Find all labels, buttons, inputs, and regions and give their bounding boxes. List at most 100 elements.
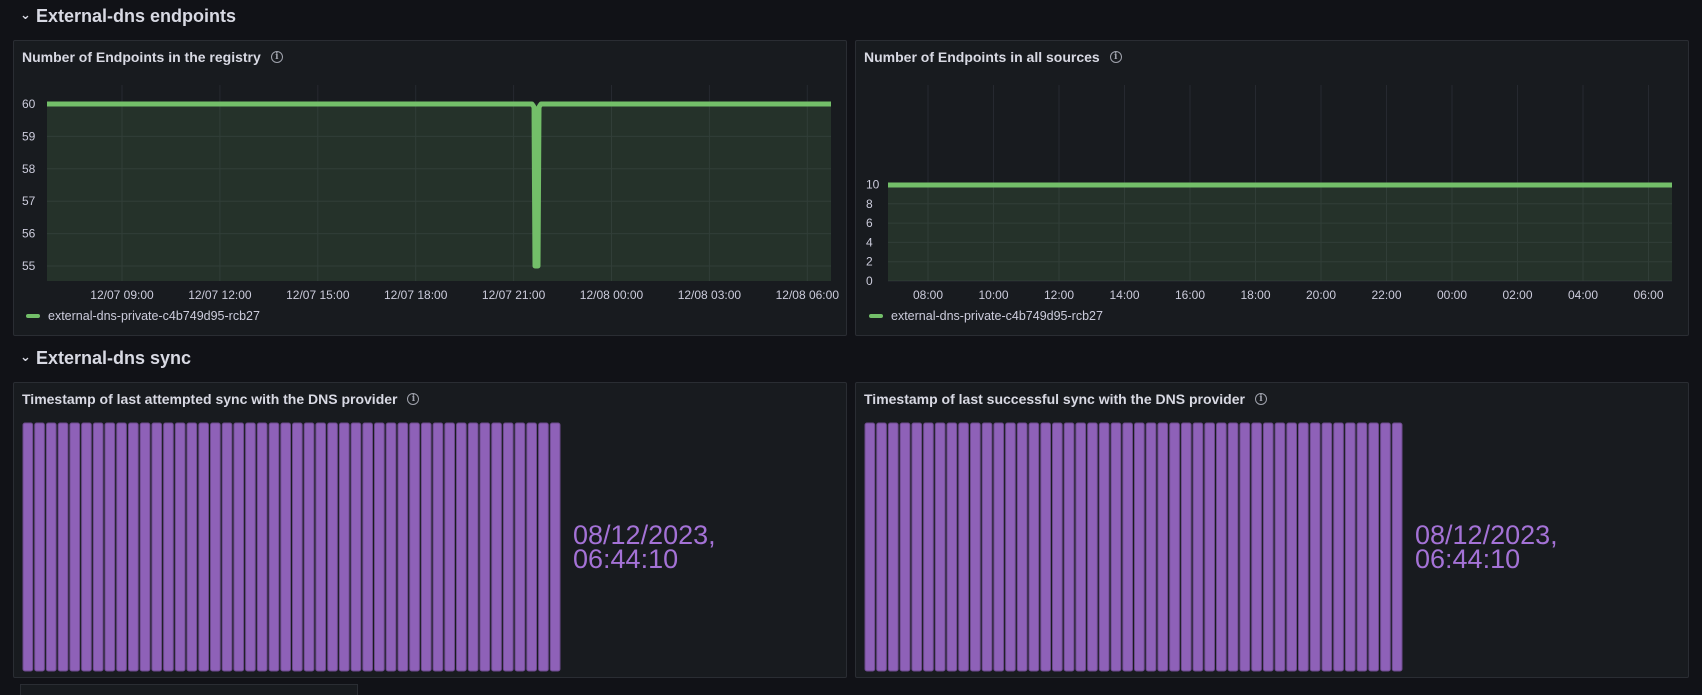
spark-bar — [1134, 422, 1145, 672]
registry-chart: 55 56 57 58 59 60 12/07 09:00 12/07 12:00 12/07… — [22, 85, 839, 302]
spark-bar — [303, 422, 315, 672]
spark-bar — [1110, 422, 1122, 672]
chevron-down-icon[interactable]: ⌄ — [20, 7, 31, 22]
sources-series-area — [888, 185, 1672, 281]
spark-bar — [538, 422, 549, 672]
spark-bar — [186, 422, 198, 672]
spark-bar — [993, 422, 1005, 672]
spark-bar — [397, 422, 409, 672]
spark-bar — [174, 422, 186, 672]
spark-bar — [22, 422, 34, 672]
spark-bar — [1028, 422, 1040, 672]
spark-bar — [256, 422, 268, 672]
spark-bar — [1052, 422, 1063, 672]
chevron-down-icon[interactable]: ⌄ — [20, 349, 31, 364]
row-title: External-dns endpoints — [36, 5, 237, 26]
row-title: External-dns sync — [36, 347, 192, 368]
spark-bar — [116, 422, 127, 672]
attempted-sparkbars — [22, 422, 561, 672]
spark-bar — [151, 422, 163, 672]
spark-bar — [104, 422, 116, 672]
spark-bar — [981, 422, 993, 672]
spark-bar — [1391, 422, 1403, 672]
info-icon[interactable]: i — [1254, 393, 1267, 405]
spark-bar — [549, 422, 561, 672]
spark-bar — [958, 422, 969, 672]
legend-registry[interactable]: external-dns-private-c4b749d95-rcb27 — [26, 309, 260, 323]
spark-bar — [923, 422, 934, 672]
spark-bar — [934, 422, 946, 672]
spark-bar — [1157, 422, 1169, 672]
x-tick-label: 06:00 — [1633, 288, 1663, 302]
spark-bar — [92, 422, 104, 672]
spark-bar — [1075, 422, 1087, 672]
spark-bar — [374, 422, 385, 672]
legend-sources[interactable]: external-dns-private-c4b749d95-rcb27 — [869, 309, 1103, 323]
x-tick-label: 22:00 — [1371, 288, 1401, 302]
spark-bar — [409, 422, 420, 672]
spark-bar — [946, 422, 958, 672]
spark-bar — [292, 422, 303, 672]
spark-bar — [876, 422, 887, 672]
x-tick-label: 12/07 21:00 — [482, 288, 546, 302]
row-header-sync[interactable]: ⌄ External-dns sync — [20, 344, 191, 372]
row-header-endpoints[interactable]: ⌄ External-dns endpoints — [20, 2, 236, 30]
spark-bar — [1239, 422, 1251, 672]
spark-bar — [1063, 422, 1075, 672]
spark-bar — [864, 422, 876, 672]
x-tick-label: 12/07 09:00 — [90, 288, 154, 302]
y-tick-label: 2 — [866, 255, 873, 269]
spark-bar — [338, 422, 350, 672]
spark-bar — [1145, 422, 1157, 672]
legend-label: external-dns-private-c4b749d95-rcb27 — [48, 309, 260, 323]
spark-bar — [327, 422, 338, 672]
legend-label: external-dns-private-c4b749d95-rcb27 — [891, 309, 1103, 323]
spark-bar — [198, 422, 210, 672]
panel-title: Timestamp of last attempted sync with th… — [22, 391, 420, 407]
panel-title: Timestamp of last successful sync with t… — [864, 391, 1267, 407]
info-icon[interactable]: i — [1109, 51, 1122, 63]
spark-bar — [1333, 422, 1344, 672]
panel-last-attempted-sync: Timestamp of last attempted sync with th… — [13, 382, 847, 678]
y-tick-label: 58 — [22, 162, 36, 176]
spark-bar — [350, 422, 362, 672]
panel-title: Number of Endpoints in the registry i — [22, 49, 283, 65]
info-icon[interactable]: i — [407, 393, 420, 405]
spark-bar — [420, 422, 432, 672]
spark-bar — [1098, 422, 1110, 672]
x-tick-label: 02:00 — [1502, 288, 1532, 302]
x-tick-label: 20:00 — [1306, 288, 1336, 302]
spark-bar — [502, 422, 514, 672]
x-tick-label: 12/07 18:00 — [384, 288, 448, 302]
spark-bar — [432, 422, 444, 672]
spark-bar — [139, 422, 151, 672]
spark-bar — [57, 422, 69, 672]
info-icon[interactable]: i — [270, 51, 283, 63]
spark-bar — [1262, 422, 1274, 672]
spark-bar — [34, 422, 45, 672]
next-panel-edge — [20, 684, 358, 695]
spark-bar — [491, 422, 502, 672]
spark-bar — [1192, 422, 1204, 672]
spark-bar — [456, 422, 467, 672]
spark-bar — [1122, 422, 1133, 672]
spark-bar — [1286, 422, 1297, 672]
spark-bar — [444, 422, 455, 672]
spark-bar — [1356, 422, 1368, 672]
y-tick-label: 6 — [866, 216, 873, 230]
registry-series-area — [47, 104, 831, 281]
y-tick-label: 8 — [866, 197, 873, 211]
x-tick-label: 12/08 03:00 — [678, 288, 742, 302]
spark-bar — [1344, 422, 1356, 672]
spark-bar — [362, 422, 373, 672]
spark-bar — [899, 422, 911, 672]
legend-swatch — [869, 314, 883, 318]
spark-bar — [1016, 422, 1028, 672]
spark-bar — [128, 422, 139, 672]
spark-bar — [970, 422, 981, 672]
x-tick-label: 12/08 00:00 — [580, 288, 644, 302]
spark-bar — [1380, 422, 1391, 672]
y-tick-label: 59 — [22, 129, 36, 143]
successful-sparkbars — [864, 422, 1403, 672]
spark-bar — [233, 422, 245, 672]
